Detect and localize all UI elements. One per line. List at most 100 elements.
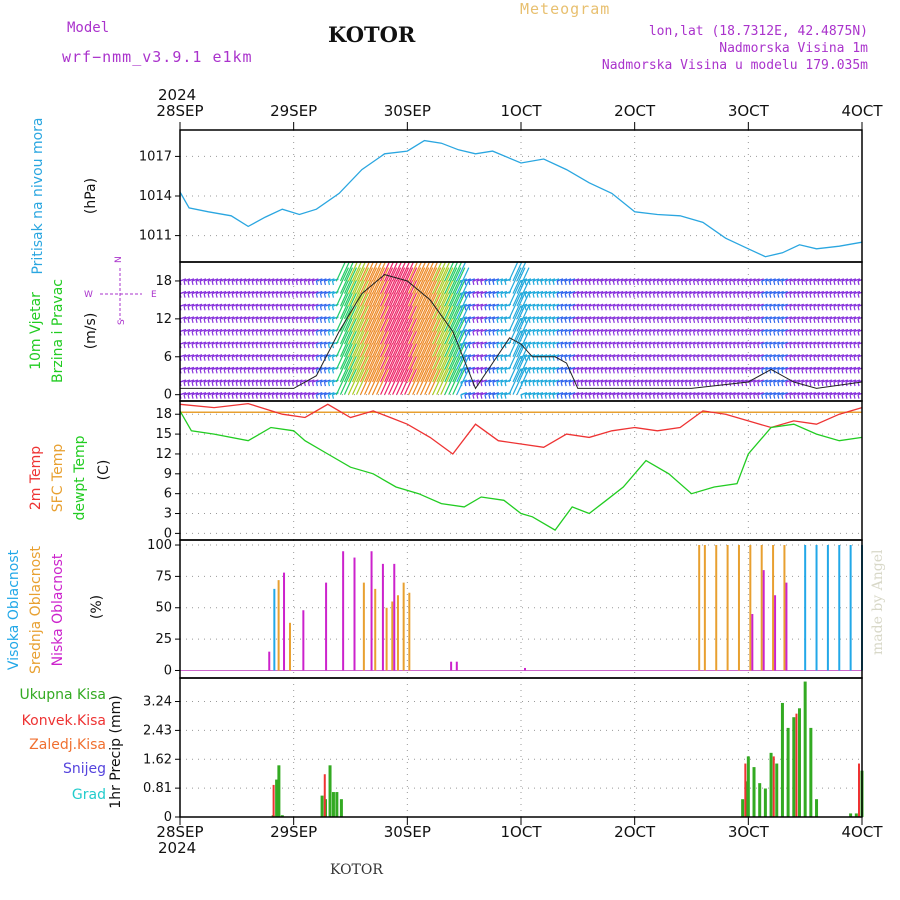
wind-barb bbox=[488, 278, 496, 282]
wind-barb bbox=[408, 330, 422, 358]
wind-barb bbox=[219, 343, 222, 349]
wind-barb bbox=[267, 369, 270, 374]
wind-barb bbox=[560, 278, 568, 282]
wind-barb bbox=[672, 280, 676, 286]
wind-barb bbox=[637, 328, 644, 333]
wind-barb bbox=[841, 369, 844, 374]
wind-barb bbox=[219, 331, 222, 336]
y-tick-label: 6 bbox=[164, 350, 172, 365]
wind-barb bbox=[251, 392, 259, 396]
wind-barb bbox=[227, 369, 230, 374]
wind-barb bbox=[753, 392, 760, 396]
wind-barb bbox=[320, 290, 327, 295]
wind-barb bbox=[256, 392, 263, 396]
wind-barb bbox=[339, 343, 354, 370]
wind-barb bbox=[520, 290, 528, 295]
wind-barb bbox=[412, 279, 426, 307]
wind-barb bbox=[476, 354, 484, 358]
wind-barb bbox=[829, 328, 837, 333]
wind-barb bbox=[817, 379, 825, 383]
wind-barb bbox=[412, 305, 426, 332]
wind-barb bbox=[709, 354, 716, 358]
wind-barb bbox=[416, 343, 430, 370]
wind-barb bbox=[761, 356, 764, 361]
wind-barb bbox=[316, 366, 323, 371]
wind-barb bbox=[773, 318, 776, 324]
wind-barb bbox=[191, 392, 199, 396]
wind-barb bbox=[287, 381, 290, 387]
wind-barb bbox=[664, 394, 668, 399]
wind-barb bbox=[215, 303, 223, 307]
wind-barb bbox=[568, 366, 576, 371]
wind-barb bbox=[696, 280, 700, 286]
wind-barb bbox=[247, 278, 255, 282]
wind-barb bbox=[243, 278, 251, 282]
wind-barb bbox=[845, 394, 848, 399]
wind-barb bbox=[328, 366, 335, 371]
wind-barb bbox=[576, 280, 579, 286]
wind-barb bbox=[857, 291, 862, 295]
wind-barb bbox=[251, 366, 259, 371]
wind-barb bbox=[597, 366, 604, 371]
wind-barb bbox=[556, 343, 559, 349]
wind-barb bbox=[215, 280, 218, 286]
wind-barb bbox=[608, 293, 611, 298]
wind-barb bbox=[191, 369, 194, 374]
wind-barb bbox=[829, 318, 832, 324]
wind-barb bbox=[597, 278, 604, 282]
wind-barb bbox=[496, 354, 504, 358]
wind-barb bbox=[789, 278, 797, 282]
wind-barb bbox=[492, 369, 495, 374]
wind-barb bbox=[797, 379, 805, 383]
wind-barb bbox=[303, 280, 306, 286]
dewpt-line bbox=[179, 410, 863, 531]
wind-barb bbox=[769, 306, 772, 311]
wind-barb bbox=[199, 331, 202, 336]
wind-barb bbox=[849, 328, 857, 333]
wind-barb bbox=[572, 306, 575, 311]
wind-barb bbox=[597, 290, 604, 295]
wind-barb bbox=[672, 318, 676, 324]
wind-barb bbox=[657, 278, 664, 282]
wind-barb bbox=[608, 331, 611, 336]
wind-barb bbox=[288, 392, 295, 396]
wind-barb bbox=[597, 354, 604, 358]
wind-barb bbox=[231, 328, 239, 333]
wind-barb bbox=[476, 366, 484, 371]
wind-barb bbox=[624, 343, 627, 349]
wind-barb bbox=[801, 392, 809, 396]
wind-barb bbox=[761, 366, 768, 371]
wind-barb bbox=[649, 278, 656, 282]
wind-barb bbox=[833, 394, 836, 399]
wind-barb bbox=[460, 392, 468, 396]
wind-barb bbox=[609, 379, 616, 383]
wind-barb bbox=[316, 316, 323, 320]
wind-barb bbox=[632, 306, 635, 311]
wind-barb bbox=[287, 280, 290, 286]
wind-barb bbox=[256, 328, 263, 333]
pressure-unit: (hPa) bbox=[83, 178, 99, 214]
wind-barb bbox=[801, 369, 804, 374]
wind-barb bbox=[219, 303, 227, 307]
wind-barb bbox=[693, 392, 700, 396]
wind-barb bbox=[195, 303, 203, 307]
wind-barb bbox=[624, 381, 627, 387]
wind-barb bbox=[809, 343, 812, 349]
wind-barb bbox=[428, 330, 442, 358]
wind-barb bbox=[215, 394, 218, 399]
wind-barb bbox=[255, 394, 258, 399]
y-tick-label: 2.43 bbox=[143, 723, 172, 738]
wind-barb bbox=[841, 303, 849, 307]
wind-barb bbox=[588, 306, 591, 311]
wind-barb bbox=[733, 303, 740, 307]
wind-barb bbox=[312, 303, 319, 307]
wind-barb bbox=[520, 293, 523, 298]
wind-barb bbox=[625, 392, 632, 396]
wind-barb bbox=[368, 355, 382, 383]
wind-barb bbox=[801, 306, 804, 311]
wind-barb bbox=[777, 306, 780, 311]
wind-barb bbox=[432, 279, 446, 307]
wind-barb bbox=[355, 317, 370, 345]
wind-barb bbox=[536, 343, 539, 349]
wind-barb bbox=[260, 328, 267, 333]
